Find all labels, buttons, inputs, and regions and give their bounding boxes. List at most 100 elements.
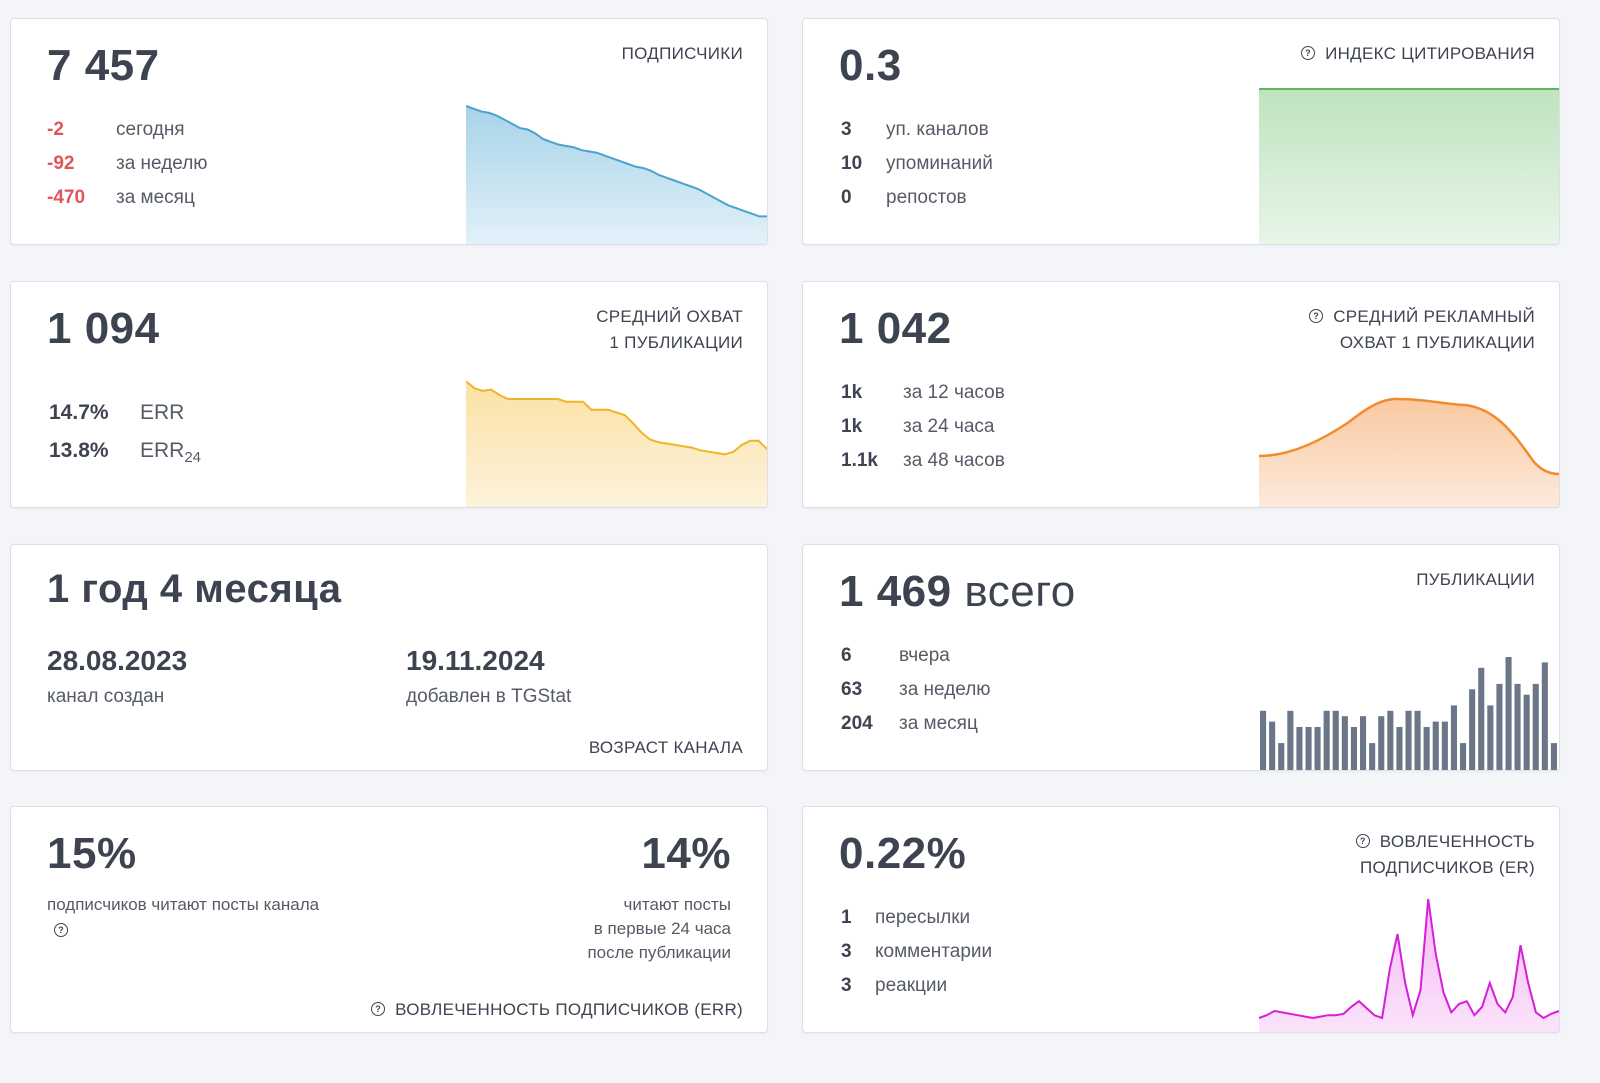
subscribers-title: ПОДПИСЧИКИ xyxy=(621,44,743,63)
publications-bar xyxy=(1541,662,1548,770)
err24-row: 13.8% ERR24 xyxy=(49,434,201,475)
stat-row: 1 пересылки xyxy=(841,901,970,935)
ad-reach-line xyxy=(1259,397,1559,476)
err-left-value: 15% xyxy=(47,829,137,878)
age-value: 1 год 4 месяца xyxy=(47,567,342,611)
stat-label: за месяц xyxy=(116,187,195,208)
help-icon[interactable]: ? xyxy=(371,1001,386,1016)
ad-reach-area xyxy=(1259,398,1559,507)
stat-row: -2 сегодня xyxy=(47,113,185,147)
publications-card[interactable]: 1 469 всего ПУБЛИКАЦИИ 6 вчера 63 за недел… xyxy=(802,544,1560,771)
publications-bar xyxy=(1478,667,1485,770)
publications-bar xyxy=(1396,727,1403,770)
publications-bar xyxy=(1296,727,1303,770)
stat-row: 1k за 24 часа xyxy=(841,410,995,444)
err-card[interactable]: 15% подписчиков читают посты канала ? 14… xyxy=(10,806,768,1033)
avg-reach-title-line1: СРЕДНИЙ ОХВАТ xyxy=(596,307,743,326)
publications-bar xyxy=(1514,683,1521,770)
stat-row: 1.1k за 48 часов xyxy=(841,444,1005,478)
err-right-value: 14% xyxy=(641,829,731,878)
stat-row: 63 за неделю xyxy=(841,673,991,707)
publications-bar xyxy=(1341,716,1348,770)
publications-bar xyxy=(1323,710,1330,770)
stat-label: пересылки xyxy=(875,907,971,928)
stat-label: сегодня xyxy=(116,119,185,140)
added-date: 19.11.2024 xyxy=(406,645,545,676)
publications-bar xyxy=(1423,727,1430,770)
avg-reach-card[interactable]: 1 094 СРЕДНИЙ ОХВАТ 1 ПУБЛИКАЦИИ 14.7% ER… xyxy=(10,281,768,508)
stat-value: 204 xyxy=(841,713,873,734)
er-card[interactable]: 0.22% ? ВОВЛЕЧЕННОСТЬ ПОДПИСЧИКОВ (ER) 1 п… xyxy=(802,806,1560,1033)
publications-bar xyxy=(1460,743,1467,770)
er-line xyxy=(1259,898,1559,1020)
stat-value: 1k xyxy=(841,416,863,437)
avg-reach-sparkline xyxy=(466,380,767,507)
help-icon[interactable]: ? xyxy=(1301,45,1316,60)
publications-bar xyxy=(1387,710,1394,770)
err-row: 14.7% ERR xyxy=(49,396,184,430)
stat-label: за неделю xyxy=(899,679,991,700)
publications-bar xyxy=(1350,727,1357,770)
er-sparkline xyxy=(1259,898,1559,1032)
er-title-line2: ПОДПИСЧИКОВ (ER) xyxy=(1359,858,1535,877)
avg-reach-title: СРЕДНИЙ ОХВАТ 1 ПУБЛИКАЦИИ xyxy=(596,304,743,356)
publications-bar xyxy=(1550,743,1557,770)
age-title: ВОЗРАСТ КАНАЛА xyxy=(588,738,743,757)
ad-reach-curve xyxy=(1259,397,1559,507)
publications-bar xyxy=(1441,721,1448,770)
er-value: 0.22% xyxy=(839,829,967,878)
citation-title-text: ИНДЕКС ЦИТИРОВАНИЯ xyxy=(1325,44,1535,63)
publications-bar xyxy=(1432,721,1439,770)
stat-row: 1k за 12 часов xyxy=(841,376,1005,410)
publications-bar xyxy=(1269,721,1276,770)
publications-bar xyxy=(1369,743,1376,770)
stat-row: 3 реакции xyxy=(841,969,947,1003)
publications-bar xyxy=(1360,716,1367,770)
stat-label: за месяц xyxy=(899,713,978,734)
stat-label: за 12 часов xyxy=(903,382,1005,403)
added-label: добавлен в TGStat xyxy=(406,686,572,707)
publications-bar xyxy=(1414,710,1421,770)
created-label: канал создан xyxy=(47,686,165,707)
stat-value: 63 xyxy=(841,679,863,700)
help-icon[interactable]: ? xyxy=(1355,833,1370,848)
publications-bar xyxy=(1260,710,1267,770)
stat-label: реакции xyxy=(875,975,948,996)
publications-bar xyxy=(1378,716,1385,770)
stat-row: -92 за неделю xyxy=(47,147,208,181)
publications-title: ПУБЛИКАЦИИ xyxy=(1416,570,1535,589)
age-card[interactable]: 1 год 4 месяца 28.08.2023 канал создан 1… xyxy=(10,544,768,771)
publications-bar xyxy=(1487,705,1494,770)
stat-value: 3 xyxy=(841,119,852,140)
err24-value: 13.8% xyxy=(49,439,109,462)
ad-reach-card[interactable]: 1 042 ? СРЕДНИЙ РЕКЛАМНЫЙ ОХВАТ 1 ПУБЛИКА… xyxy=(802,281,1560,508)
created-date: 28.08.2023 xyxy=(47,645,188,676)
subscribers-card[interactable]: 7 457 ПОДПИСЧИКИ -2 сегодня -92 за неделю … xyxy=(10,18,768,245)
stat-value: 1.1k xyxy=(841,450,878,471)
er-title-line1: ВОВЛЕЧЕННОСТЬ xyxy=(1379,832,1535,851)
avg-reach-line xyxy=(466,380,767,456)
stat-value: 1k xyxy=(841,382,863,403)
subscribers-sparkline xyxy=(466,105,767,244)
publications-bar xyxy=(1314,727,1321,770)
publications-value: 1 469 всего xyxy=(839,567,1076,617)
err-right-line2: в первые 24 часа xyxy=(593,919,731,938)
citation-sparkline xyxy=(1259,88,1559,244)
publications-bar xyxy=(1405,710,1412,770)
publications-total-suffix: всего xyxy=(964,567,1076,616)
subscribers-value: 7 457 xyxy=(47,41,160,90)
citation-area xyxy=(1259,89,1559,244)
stat-value: -2 xyxy=(47,119,64,140)
help-icon[interactable]: ? xyxy=(54,923,68,937)
err-label: ERR xyxy=(140,401,185,424)
stat-label: уп. каналов xyxy=(886,119,989,140)
avg-reach-value: 1 094 xyxy=(47,304,160,353)
citation-card[interactable]: 0.3 ? ИНДЕКС ЦИТИРОВАНИЯ 3 уп. каналов 10 у… xyxy=(802,18,1560,245)
stat-row: 3 уп. каналов xyxy=(841,113,989,147)
stat-label: за 48 часов xyxy=(903,450,1005,471)
ad-reach-value: 1 042 xyxy=(839,304,952,353)
stat-value: -92 xyxy=(47,153,75,174)
stat-row: 10 упоминаний xyxy=(841,147,993,181)
help-icon[interactable]: ? xyxy=(1309,308,1324,323)
stat-value: -470 xyxy=(47,187,86,208)
